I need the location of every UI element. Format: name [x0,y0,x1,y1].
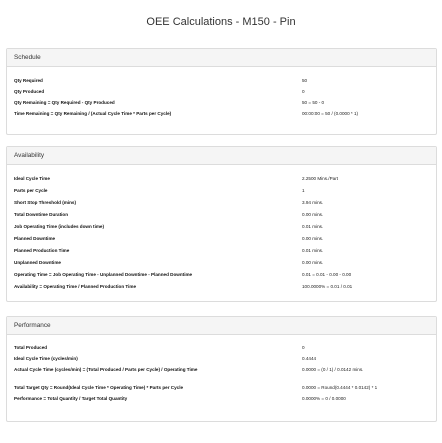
row-value: 0.0000 = (0 / 1) / 0.0142 mins. [302,367,364,372]
schedule-heading: Schedule [7,49,436,67]
row-label: Ideal Cycle Time (cycles/min) [14,356,78,361]
row-value: 0.0000% = 0 / 0.0000 [302,396,346,401]
row-value: 50 = 50 - 0 [302,100,325,105]
row-value: 0.01 mins. [302,248,324,253]
row-label: Job Operating Time (includes down time) [14,224,105,229]
availability-heading: Availability [7,147,436,165]
row-value: 2.2500 Mins./Part [302,176,339,181]
row-label: Operating Time = Job Operating Time - Un… [14,272,193,277]
row-value: 0.00 mins. [302,236,324,241]
performance-heading: Performance [7,317,436,335]
schedule-panel: Schedule Qty Required 50 Qty Produced 0 … [6,48,437,135]
performance-panel: Performance Total Produced 0 Ideal Cycle… [6,316,437,422]
row-label: Availability = Operating Time / Planned … [14,284,137,289]
row-value: 0.4444 [302,356,317,361]
page-title: OEE Calculations - M150 - Pin [146,16,296,28]
row-value: 100.0000% = 0.01 / 0.01 [302,284,353,289]
row-value: 0.00 mins. [302,212,324,217]
row-value: 0.01 = 0.01 - 0.00 - 0.00 [302,272,352,277]
row-value: 0.01 mins. [302,224,324,229]
row-value: 0.00 mins. [302,260,324,265]
row-value: 3.94 mins. [302,200,324,205]
row-label: Unplanned Downtime [14,260,61,265]
row-label: Qty Remaining = Qty Required - Qty Produ… [14,100,115,105]
row-label: Ideal Cycle Time [14,176,50,181]
row-value: 0.0000 = Round(0.4444 * 0.0142) * 1 [302,385,378,390]
row-label: Short Stop Threshold (mins) [14,200,77,205]
row-value: 1 [302,188,305,193]
row-label: Total Downtime Duration [14,212,69,217]
row-value: 00:00:00 = 50 / (0.0000 * 1) [302,111,359,116]
row-value: 0 [302,345,305,350]
row-label: Planned Downtime [14,236,56,241]
row-label: Total Target Qty = Round(Ideal Cycle Tim… [14,385,184,390]
row-label: Qty Required [14,78,43,83]
row-value: 50 [302,78,308,83]
row-label: Parts per Cycle [14,188,48,193]
row-label: Planned Production Time [14,248,70,253]
row-value: 0 [302,89,305,94]
row-label: Actual Cycle Time (cycles/min) = (Total … [14,367,198,372]
availability-panel: Availability Ideal Cycle Time 2.2500 Min… [6,146,437,302]
row-label: Time Remaining = Qty Remaining / (Actual… [14,111,172,116]
row-label: Performance = Total Quantity / Target To… [14,396,128,401]
row-label: Qty Produced [14,89,45,94]
row-label: Total Produced [14,345,48,350]
